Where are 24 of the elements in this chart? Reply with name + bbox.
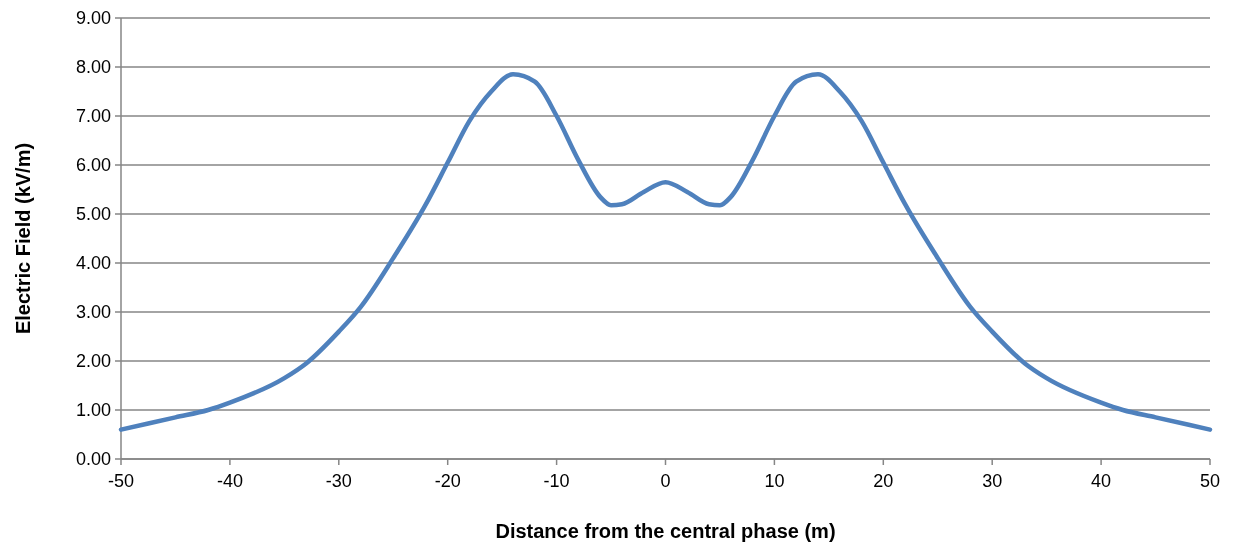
y-tick-label: 3.00: [75, 302, 111, 323]
y-tick-label: 9.00: [75, 8, 111, 29]
x-tick-label: -30: [325, 471, 352, 491]
x-tick-label: 50: [1199, 471, 1221, 491]
y-tick-label: 4.00: [75, 253, 111, 274]
x-tick-label: -20: [434, 471, 461, 491]
x-tick-label: 30: [982, 471, 1003, 491]
y-tick-label: 5.00: [75, 204, 111, 225]
x-tick-label: -50: [107, 471, 135, 491]
line-series: [118, 72, 1213, 432]
x-tick-label: -40: [216, 471, 243, 491]
x-tick-label: -10: [543, 471, 570, 491]
y-tick-label: 7.00: [75, 106, 111, 127]
x-tick-label: 10: [764, 471, 785, 491]
x-tick-label: 0: [660, 471, 671, 491]
y-tick-label: 6.00: [75, 155, 111, 176]
y-tick-label: 8.00: [75, 57, 111, 78]
y-tick-label: 0.00: [75, 449, 111, 470]
y-axis-title: Electric Field (kV/m): [12, 142, 34, 335]
y-tick-label: 1.00: [75, 400, 111, 421]
x-tick-label: 40: [1091, 471, 1112, 491]
x-tick-label: 20: [873, 471, 894, 491]
x-axis-title: Distance from the central phase (m): [495, 520, 836, 542]
y-tick-label: 2.00: [75, 351, 111, 372]
